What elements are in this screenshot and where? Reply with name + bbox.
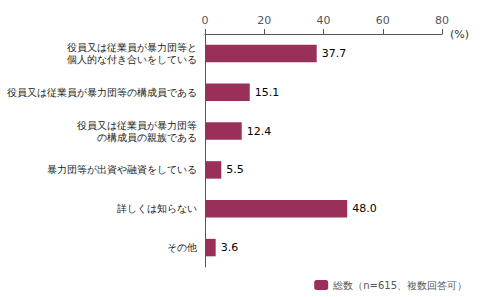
svg-text:40: 40 <box>317 14 331 27</box>
svg-text:個人的な付き合いをしている: 個人的な付き合いをしている <box>67 54 197 65</box>
svg-text:の構成員の親族である: の構成員の親族である <box>97 132 197 143</box>
svg-text:20: 20 <box>257 14 271 27</box>
svg-text:80: 80 <box>435 14 449 27</box>
svg-text:37.7: 37.7 <box>322 47 347 60</box>
svg-text:詳しくは知らない: 詳しくは知らない <box>117 203 197 214</box>
svg-text:15.1: 15.1 <box>255 86 280 99</box>
svg-text:役員又は従業員が暴力団等: 役員又は従業員が暴力団等 <box>77 120 197 131</box>
svg-text:3.6: 3.6 <box>221 241 239 254</box>
svg-text:役員又は従業員が暴力団等と: 役員又は従業員が暴力団等と <box>67 42 197 53</box>
svg-text:総数（n=615、複数回答可）: 総数（n=615、複数回答可） <box>332 280 467 291</box>
svg-text:0: 0 <box>202 14 209 27</box>
svg-text:60: 60 <box>376 14 390 27</box>
svg-text:役員又は従業員が暴力団等の構成員である: 役員又は従業員が暴力団等の構成員である <box>7 87 197 98</box>
svg-text:12.4: 12.4 <box>247 125 271 138</box>
svg-text:その他: その他 <box>167 242 197 253</box>
svg-text:(%): (%) <box>450 28 469 41</box>
svg-text:48.0: 48.0 <box>352 202 377 215</box>
svg-text:暴力団等が出資や融資をしている: 暴力団等が出資や融資をしている <box>47 164 197 175</box>
svg-text:5.5: 5.5 <box>226 163 244 176</box>
